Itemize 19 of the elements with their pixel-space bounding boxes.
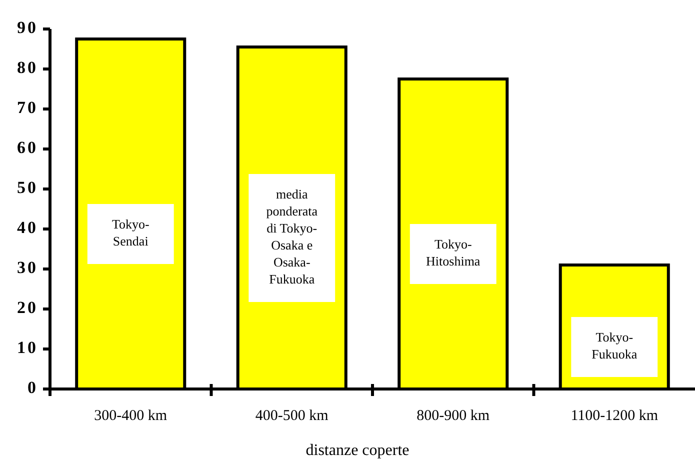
y-tick-label: 80 [17, 58, 38, 77]
y-tick-label: 60 [17, 138, 38, 157]
x-tick-label: 300-400 km [94, 408, 168, 424]
x-tick-label: 1100-1200 km [570, 408, 658, 424]
y-tick-label: 0 [28, 378, 38, 397]
y-tick-label: 50 [17, 178, 38, 197]
y-tick-label: 10 [17, 338, 38, 357]
y-tick-label: 90 [17, 18, 38, 37]
y-tick-label: 70 [17, 98, 38, 117]
annotation: Tokyo-Hitoshima [426, 236, 480, 268]
annotation: Tokyo-Fukuoka [592, 329, 638, 362]
x-tick-label: 400-500 km [255, 408, 329, 424]
x-axis-title: distanze coperte [306, 442, 410, 459]
annotation: media ponderata di Tokyo-Osaka e Osaka-Fukuoka [266, 186, 318, 286]
y-tick-label: 30 [17, 258, 38, 277]
annotation: Tokyo-Sendai [112, 216, 150, 248]
y-tick-label: 20 [17, 298, 38, 317]
y-tick-label: 40 [17, 218, 38, 237]
x-tick-label: 800-900 km [416, 408, 490, 424]
